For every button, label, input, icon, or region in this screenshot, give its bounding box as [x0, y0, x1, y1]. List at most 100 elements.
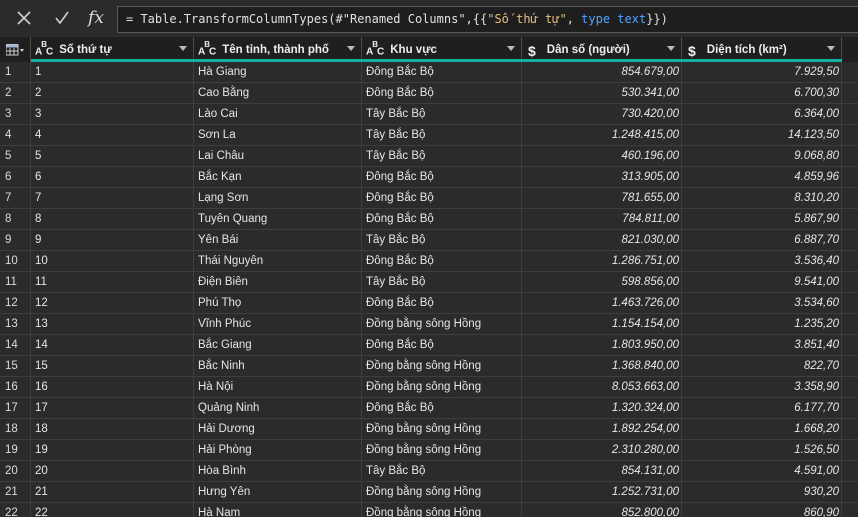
cell-khu-vuc[interactable]: Đông Bắc Bộ	[362, 251, 522, 271]
cell-ten-tinh[interactable]: Hà Giang	[194, 62, 362, 82]
cell-dan-so[interactable]: 1.803.950,00	[522, 335, 682, 355]
row-number[interactable]: 15	[0, 356, 31, 376]
table-row[interactable]: 22 22 Hà Nam Đồng bằng sông Hồng 852.800,00 8…	[0, 503, 858, 517]
cell-so-thu-tu[interactable]: 9	[31, 230, 194, 250]
cell-ten-tinh[interactable]: Lạng Sơn	[194, 188, 362, 208]
cell-so-thu-tu[interactable]: 3	[31, 104, 194, 124]
cell-so-thu-tu[interactable]: 5	[31, 146, 194, 166]
cell-khu-vuc[interactable]: Tây Bắc Bộ	[362, 125, 522, 145]
cell-dan-so[interactable]: 852.800,00	[522, 503, 682, 517]
column-header-dan-so[interactable]: $ Dân số (người)	[522, 37, 682, 62]
cell-dien-tich[interactable]: 14.123,50	[682, 125, 842, 145]
cell-ten-tinh[interactable]: Lào Cai	[194, 104, 362, 124]
cell-ten-tinh[interactable]: Cao Bằng	[194, 83, 362, 103]
row-number[interactable]: 20	[0, 461, 31, 481]
cell-so-thu-tu[interactable]: 1	[31, 62, 194, 82]
column-header-dien-tich[interactable]: $ Diện tích (km²)	[682, 37, 842, 62]
cancel-formula-icon[interactable]	[12, 7, 36, 29]
cell-ten-tinh[interactable]: Điện Biên	[194, 272, 362, 292]
cell-dien-tich[interactable]: 8.310,20	[682, 188, 842, 208]
table-row[interactable]: 9 9 Yên Bái Tây Bắc Bộ 821.030,00 6.887,70	[0, 230, 858, 251]
cell-khu-vuc[interactable]: Đông Bắc Bộ	[362, 398, 522, 418]
cell-dan-so[interactable]: 1.154.154,00	[522, 314, 682, 334]
cell-dan-so[interactable]: 821.030,00	[522, 230, 682, 250]
cell-dan-so[interactable]: 530.341,00	[522, 83, 682, 103]
cell-dien-tich[interactable]: 822,70	[682, 356, 842, 376]
fx-icon[interactable]: fx	[88, 8, 104, 28]
cell-dan-so[interactable]: 730.420,00	[522, 104, 682, 124]
cell-khu-vuc[interactable]: Tây Bắc Bộ	[362, 272, 522, 292]
cell-khu-vuc[interactable]: Đông Bắc Bộ	[362, 167, 522, 187]
cell-khu-vuc[interactable]: Đông Bắc Bộ	[362, 293, 522, 313]
row-number[interactable]: 22	[0, 503, 31, 517]
cell-ten-tinh[interactable]: Hưng Yên	[194, 482, 362, 502]
row-number[interactable]: 6	[0, 167, 31, 187]
column-header-khu-vuc[interactable]: ABC Khu vực	[362, 37, 522, 62]
table-row[interactable]: 18 18 Hải Dương Đồng bằng sông Hồng 1.892.25…	[0, 419, 858, 440]
cell-khu-vuc[interactable]: Đồng bằng sông Hồng	[362, 503, 522, 517]
cell-dan-so[interactable]: 1.320.324,00	[522, 398, 682, 418]
cell-ten-tinh[interactable]: Tuyên Quang	[194, 209, 362, 229]
cell-dan-so[interactable]: 854.679,00	[522, 62, 682, 82]
table-row[interactable]: 19 19 Hải Phòng Đồng bằng sông Hồng 2.310.28…	[0, 440, 858, 461]
cell-so-thu-tu[interactable]: 18	[31, 419, 194, 439]
table-row[interactable]: 17 17 Quảng Ninh Đông Bắc Bộ 1.320.324,00 6.1…	[0, 398, 858, 419]
row-number[interactable]: 10	[0, 251, 31, 271]
table-menu-icon[interactable]	[0, 37, 31, 62]
chevron-down-icon[interactable]	[507, 46, 515, 51]
row-number[interactable]: 5	[0, 146, 31, 166]
table-row[interactable]: 2 2 Cao Bằng Đông Bắc Bộ 530.341,00 6.700,30	[0, 83, 858, 104]
table-row[interactable]: 1 1 Hà Giang Đông Bắc Bộ 854.679,00 7.929,50	[0, 62, 858, 83]
text-type-icon[interactable]: ABC	[198, 40, 216, 58]
cell-khu-vuc[interactable]: Đông Bắc Bộ	[362, 188, 522, 208]
cell-dan-so[interactable]: 1.892.254,00	[522, 419, 682, 439]
cell-dien-tich[interactable]: 4.591,00	[682, 461, 842, 481]
row-number[interactable]: 14	[0, 335, 31, 355]
cell-so-thu-tu[interactable]: 21	[31, 482, 194, 502]
text-type-icon[interactable]: ABC	[366, 40, 384, 58]
cell-dien-tich[interactable]: 860,90	[682, 503, 842, 517]
row-number[interactable]: 16	[0, 377, 31, 397]
cell-khu-vuc[interactable]: Tây Bắc Bộ	[362, 230, 522, 250]
cell-ten-tinh[interactable]: Quảng Ninh	[194, 398, 362, 418]
table-row[interactable]: 15 15 Bắc Ninh Đồng bằng sông Hồng 1.368.840…	[0, 356, 858, 377]
cell-dien-tich[interactable]: 3.358,90	[682, 377, 842, 397]
chevron-down-icon[interactable]	[827, 46, 835, 51]
row-number[interactable]: 7	[0, 188, 31, 208]
cell-khu-vuc[interactable]: Đồng bằng sông Hồng	[362, 440, 522, 460]
table-row[interactable]: 10 10 Thái Nguyên Đông Bắc Bộ 1.286.751,00 3.…	[0, 251, 858, 272]
cell-so-thu-tu[interactable]: 8	[31, 209, 194, 229]
cell-dien-tich[interactable]: 930,20	[682, 482, 842, 502]
table-row[interactable]: 11 11 Điện Biên Tây Bắc Bộ 598.856,00 9.541,0…	[0, 272, 858, 293]
cell-dien-tich[interactable]: 6.887,70	[682, 230, 842, 250]
cell-dan-so[interactable]: 854.131,00	[522, 461, 682, 481]
cell-khu-vuc[interactable]: Đông Bắc Bộ	[362, 62, 522, 82]
cell-ten-tinh[interactable]: Bắc Ninh	[194, 356, 362, 376]
cell-so-thu-tu[interactable]: 16	[31, 377, 194, 397]
table-row[interactable]: 16 16 Hà Nội Đồng bằng sông Hồng 8.053.663,0…	[0, 377, 858, 398]
cell-dan-so[interactable]: 1.368.840,00	[522, 356, 682, 376]
cell-ten-tinh[interactable]: Phú Thọ	[194, 293, 362, 313]
table-row[interactable]: 8 8 Tuyên Quang Đông Bắc Bộ 784.811,00 5.867,…	[0, 209, 858, 230]
cell-khu-vuc[interactable]: Tây Bắc Bộ	[362, 461, 522, 481]
chevron-down-icon[interactable]	[667, 46, 675, 51]
cell-dan-so[interactable]: 460.196,00	[522, 146, 682, 166]
cell-dien-tich[interactable]: 3.536,40	[682, 251, 842, 271]
row-number[interactable]: 17	[0, 398, 31, 418]
cell-so-thu-tu[interactable]: 14	[31, 335, 194, 355]
cell-ten-tinh[interactable]: Hải Phòng	[194, 440, 362, 460]
row-number[interactable]: 9	[0, 230, 31, 250]
cell-ten-tinh[interactable]: Thái Nguyên	[194, 251, 362, 271]
row-number[interactable]: 18	[0, 419, 31, 439]
text-type-icon[interactable]: ABC	[35, 40, 53, 58]
row-number[interactable]: 8	[0, 209, 31, 229]
row-number[interactable]: 12	[0, 293, 31, 313]
cell-so-thu-tu[interactable]: 22	[31, 503, 194, 517]
currency-type-icon[interactable]: $	[688, 42, 696, 59]
cell-dien-tich[interactable]: 6.177,70	[682, 398, 842, 418]
cell-dien-tich[interactable]: 3.534,60	[682, 293, 842, 313]
cell-dien-tich[interactable]: 1.668,20	[682, 419, 842, 439]
row-number[interactable]: 3	[0, 104, 31, 124]
cell-dan-so[interactable]: 2.310.280,00	[522, 440, 682, 460]
cell-so-thu-tu[interactable]: 17	[31, 398, 194, 418]
